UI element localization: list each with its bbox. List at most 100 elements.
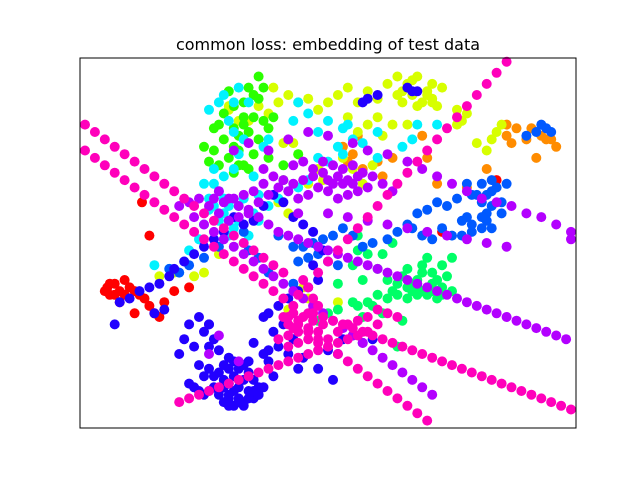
scatter-point: [511, 315, 522, 326]
scatter-point: [476, 212, 487, 223]
scatter-point: [233, 374, 244, 385]
scatter-point: [283, 134, 294, 145]
scatter-point: [179, 193, 190, 204]
scatter-point: [461, 178, 472, 189]
scatter-point: [253, 93, 264, 104]
scatter-point: [471, 138, 482, 149]
scatter-point: [496, 208, 507, 219]
scatter-point: [437, 356, 448, 367]
scatter-point: [283, 330, 294, 341]
scatter-point: [407, 134, 418, 145]
scatter-point: [323, 115, 333, 126]
scatter-point: [238, 238, 249, 248]
scatter-point: [486, 134, 497, 145]
scatter-point: [313, 326, 324, 337]
scatter-point: [417, 260, 428, 271]
scatter-point: [233, 82, 244, 93]
scatter-point: [268, 371, 279, 382]
scatter-point: [466, 226, 477, 237]
scatter-point: [337, 223, 348, 234]
scatter-point: [199, 371, 209, 382]
scatter-point: [228, 230, 239, 241]
scatter-point: [208, 178, 219, 189]
scatter-point: [382, 219, 393, 230]
scatter-point: [238, 219, 249, 230]
scatter-point: [174, 349, 185, 359]
scatter-point: [362, 182, 373, 193]
scatter-point: [263, 356, 274, 367]
scatter-point: [99, 286, 110, 297]
scatter-point: [342, 189, 353, 200]
scatter-point: [199, 252, 209, 263]
scatter-point: [238, 119, 249, 130]
axes-frame: [79, 57, 577, 429]
scatter-point: [313, 127, 324, 137]
scatter-point: [238, 112, 249, 123]
scatter-point: [144, 300, 155, 311]
scatter-point: [283, 349, 294, 359]
scatter-point: [452, 119, 462, 130]
scatter-point: [531, 127, 542, 137]
scatter-point: [308, 171, 319, 182]
scatter-point: [506, 138, 517, 149]
scatter-point: [194, 389, 204, 400]
scatter-point: [566, 226, 576, 237]
scatter-point: [323, 186, 333, 197]
scatter-point: [392, 271, 403, 282]
scatter-point: [144, 230, 155, 241]
scatter-point: [218, 234, 229, 245]
scatter-point: [397, 341, 408, 352]
scatter-point: [382, 149, 393, 160]
scatter-point: [412, 289, 423, 300]
scatter-point: [298, 156, 309, 167]
scatter-point: [179, 334, 190, 345]
scatter-point: [199, 141, 209, 152]
scatter-point: [293, 319, 304, 330]
scatter-point: [223, 378, 234, 389]
scatter-point: [109, 289, 120, 300]
scatter-point: [204, 386, 214, 396]
scatter-point: [352, 223, 363, 234]
scatter-point: [422, 415, 433, 426]
scatter-point: [402, 223, 413, 234]
scatter-point: [268, 326, 279, 337]
scatter-point: [382, 78, 393, 89]
scatter-point: [223, 193, 234, 204]
scatter-point: [367, 330, 378, 341]
scatter-point: [347, 160, 358, 171]
scatter-point: [283, 341, 294, 352]
scatter-point: [248, 149, 259, 160]
scatter-point: [313, 104, 324, 115]
scatter-point: [476, 223, 487, 234]
scatter-point: [318, 167, 328, 178]
scatter-point: [119, 175, 130, 186]
scatter-point: [362, 212, 373, 223]
scatter-point: [427, 78, 438, 89]
scatter-point: [213, 382, 224, 393]
scatter-point: [228, 256, 239, 267]
scatter-point: [342, 212, 353, 223]
scatter-point: [392, 312, 403, 322]
scatter-point: [263, 363, 274, 374]
scatter-point: [422, 145, 433, 156]
scatter-point: [407, 75, 418, 86]
scatter-point: [223, 400, 234, 411]
scatter-point: [80, 145, 90, 156]
scatter-point: [313, 345, 324, 356]
scatter-point: [104, 278, 115, 289]
scatter-point: [332, 278, 343, 289]
scatter-point: [427, 352, 438, 363]
scatter-point: [417, 382, 428, 393]
scatter-point: [129, 182, 140, 193]
scatter-point: [461, 108, 472, 119]
scatter-point: [357, 275, 368, 285]
scatter-point: [342, 252, 353, 263]
scatter-point: [278, 267, 289, 278]
scatter-point: [397, 141, 408, 152]
scatter-point: [392, 226, 403, 237]
scatter-point: [213, 97, 224, 108]
scatter-point: [323, 208, 333, 219]
scatter-point: [332, 297, 343, 308]
scatter-point: [372, 319, 383, 330]
scatter-point: [293, 337, 304, 348]
